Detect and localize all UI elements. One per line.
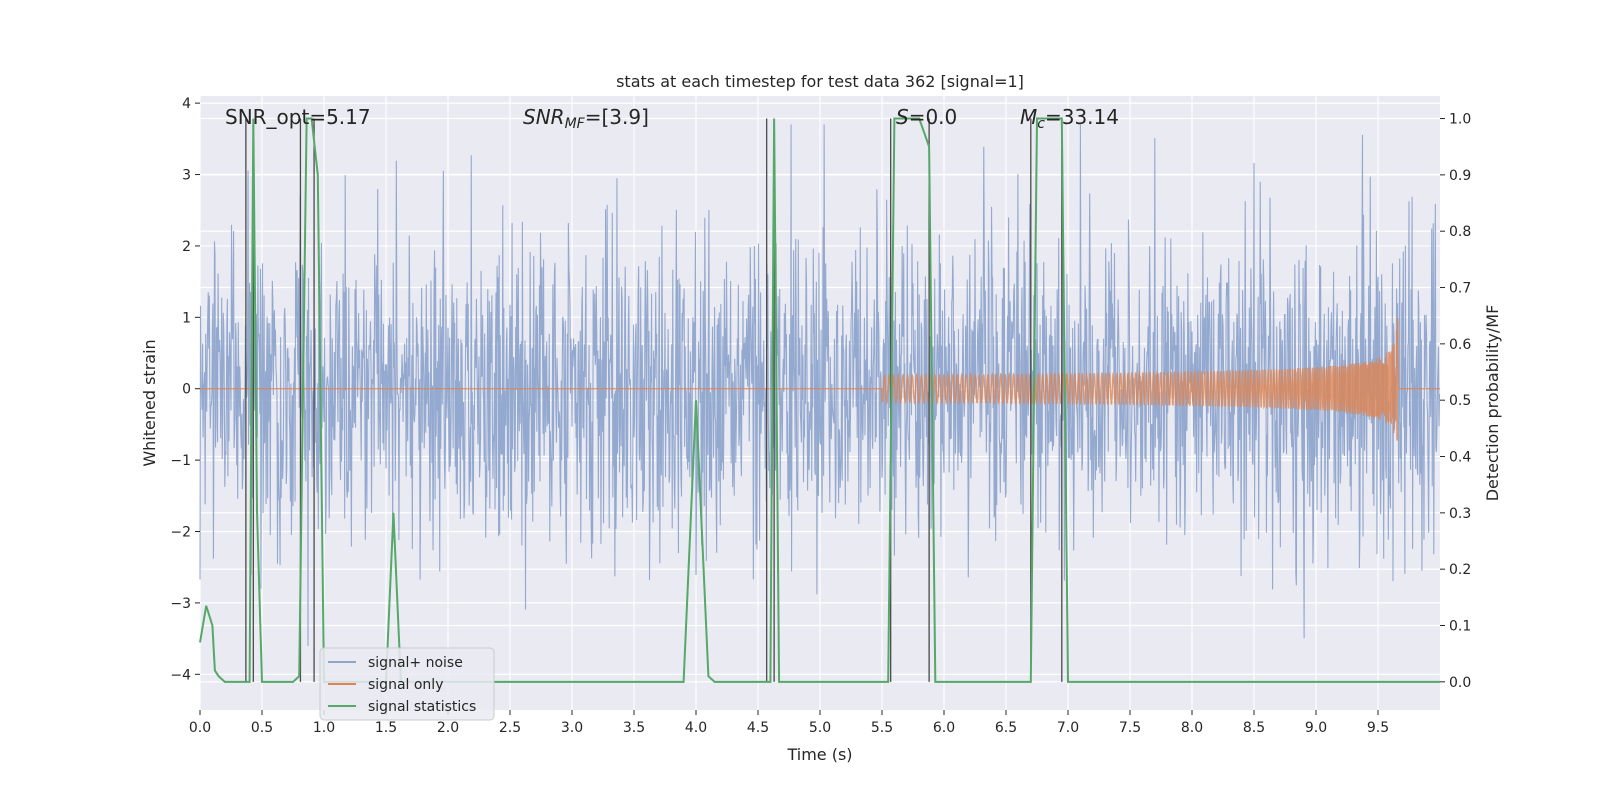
x-tick-label: 2.5: [499, 720, 521, 736]
y-left-tick-label: 0: [182, 382, 191, 398]
x-tick-label: 8.5: [1243, 720, 1265, 736]
legend: signal+ noise signal only signal statist…: [319, 647, 495, 721]
y-axis-right-label: Detection probability/MF: [1483, 305, 1502, 502]
annotation-s: S=0.0: [896, 105, 957, 129]
y-left-tick-label: 2: [182, 239, 191, 255]
annotation-mc-subscript: c: [1037, 116, 1045, 132]
x-tick-label: 6.5: [995, 720, 1017, 736]
y-right-tick-label: 0.1: [1449, 619, 1471, 635]
series-signal-only: [200, 318, 1440, 441]
x-tick-label: 5.0: [809, 720, 831, 736]
y-left-tick-label: −1: [170, 453, 191, 469]
y-right-tick-label: 0.4: [1449, 450, 1471, 466]
y-right-tick-label: 1.0: [1449, 112, 1471, 128]
annotation-snr-mf-symbol: SNR: [523, 105, 565, 129]
x-tick-label: 7.5: [1119, 720, 1141, 736]
y-right-tick-label: 0.2: [1449, 562, 1471, 578]
y-right-tick-label: 0.9: [1449, 168, 1471, 184]
y-left-tick-label: 4: [182, 96, 191, 112]
x-tick-label: 7.0: [1057, 720, 1079, 736]
x-tick-label: 5.5: [871, 720, 893, 736]
x-axis-label: Time (s): [786, 745, 852, 764]
x-tick-label: 4.5: [747, 720, 769, 736]
y-axis-right-ticks: 1.0 0.9 0.8 0.7 0.6 0.5 0.4 0.3 0.2 0.1 0.0: [1440, 112, 1471, 691]
y-right-tick-label: 0.6: [1449, 337, 1471, 353]
x-tick-label: 3.5: [623, 720, 645, 736]
x-tick-label: 0.0: [189, 720, 211, 736]
x-axis-ticks: 0.0 0.5 1.0 1.5 2.0 2.5 3.0 3.5 4.0 4.5 5.0 5.5 6.0 6…: [189, 710, 1389, 736]
annotation-s-symbol: S: [896, 105, 909, 129]
y-left-tick-label: −4: [170, 667, 191, 683]
y-axis-left-label: Whitened strain: [140, 339, 159, 466]
x-tick-label: 1.5: [375, 720, 397, 736]
y-left-tick-label: 1: [182, 310, 191, 326]
legend-label-stats: signal statistics: [368, 699, 476, 715]
x-tick-label: 4.0: [685, 720, 707, 736]
x-tick-label: 0.5: [251, 720, 273, 736]
legend-label-signal: signal only: [368, 677, 443, 693]
y-right-tick-label: 0.5: [1449, 393, 1471, 409]
y-axis-left-ticks: 4 3 2 1 0 −1 −2 −3 −4: [170, 96, 200, 683]
legend-box: [319, 647, 495, 721]
signal-line: [200, 318, 1440, 441]
annotation-snr-mf: SNRMF=[3.9]: [523, 105, 649, 132]
y-right-tick-label: 0.0: [1449, 675, 1471, 691]
y-left-tick-label: 3: [182, 168, 191, 184]
x-tick-label: 2.0: [437, 720, 459, 736]
x-tick-label: 6.0: [933, 720, 955, 736]
annotation-mc-symbol: M: [1020, 105, 1037, 129]
y-left-tick-label: −3: [170, 596, 191, 612]
series-signal-plus-noise: [199, 124, 1441, 647]
x-tick-label: 8.0: [1181, 720, 1203, 736]
y-right-tick-label: 0.7: [1449, 281, 1471, 297]
legend-label-noise: signal+ noise: [368, 655, 463, 671]
x-tick-label: 9.5: [1367, 720, 1389, 736]
chart-title: stats at each timestep for test data 362…: [616, 72, 1024, 91]
y-right-tick-label: 0.3: [1449, 506, 1471, 522]
annotation-mc: Mc=33.14: [1020, 105, 1119, 132]
y-left-tick-label: −2: [170, 525, 191, 541]
x-tick-label: 3.0: [561, 720, 583, 736]
noise-line: [199, 124, 1441, 647]
series-signal-statistics: [199, 117, 1440, 683]
annotation-snr-opt: SNR_opt=5.17: [225, 105, 371, 129]
annotation-s-value: =0.0: [909, 105, 958, 129]
annotation-snr-mf-value: =[3.9]: [585, 105, 649, 129]
x-tick-label: 1.0: [313, 720, 335, 736]
annotation-snr-mf-subscript: MF: [565, 116, 586, 132]
stats-line: [199, 117, 1440, 683]
y-right-tick-label: 0.8: [1449, 224, 1471, 240]
annotation-mc-value: =33.14: [1045, 105, 1119, 129]
x-tick-label: 9.0: [1305, 720, 1327, 736]
